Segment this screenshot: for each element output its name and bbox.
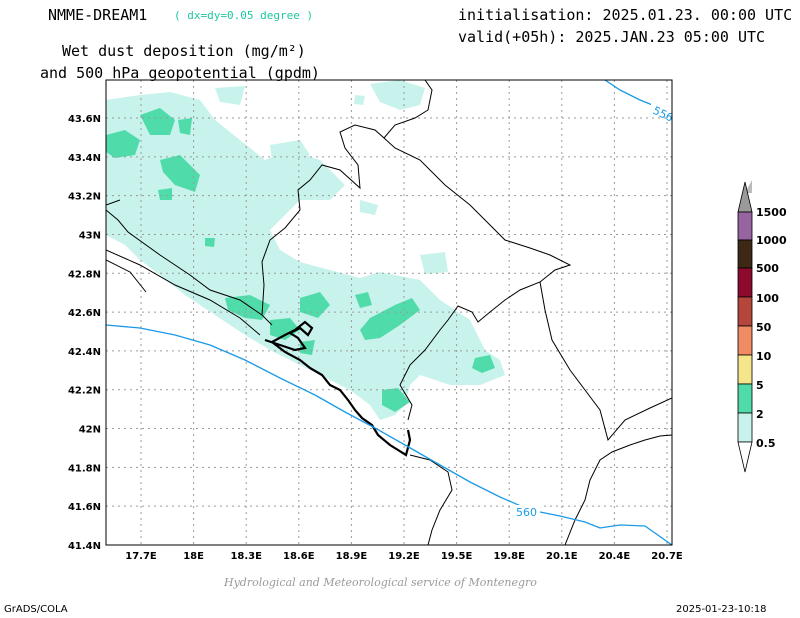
- lat-tick-label: 43.6N: [68, 114, 101, 125]
- software-label: GrADS/COLA: [4, 604, 68, 615]
- colorbar-box-50-100: [737, 296, 753, 327]
- field-title-line1: Wet dust deposition (mg/m²): [62, 42, 306, 60]
- contour-label-560-bg: [514, 505, 540, 519]
- lat-tick-label: 42.8N: [68, 269, 101, 280]
- lon-tick-label: 20.4E: [599, 551, 631, 562]
- colorbar: 1500 1000 500 100 50 10 5 2 0.5: [737, 180, 787, 473]
- legend-label-0.5: 0.5: [756, 437, 776, 450]
- credit-footer: Hydrological and Meteorological service …: [224, 576, 537, 589]
- longitude-labels: 17.7E 18E 18.3E 18.6E 18.9E 19.2E 19.5E 19.8E 20…: [125, 551, 683, 562]
- colorbar-box-5-10: [737, 354, 753, 385]
- map-area: 560 556: [106, 80, 672, 545]
- legend-label-100: 100: [756, 292, 779, 305]
- lon-tick-label: 18E: [183, 551, 204, 562]
- lat-tick-label: 42N: [79, 425, 101, 436]
- lat-tick-label: 43N: [79, 230, 101, 241]
- contour-label-560: 560: [516, 506, 537, 519]
- lat-tick-label: 41.8N: [68, 463, 101, 474]
- lon-tick-label: 19.2E: [388, 551, 420, 562]
- colorbar-box-1000-1500: [737, 211, 753, 241]
- lon-tick-label: 18.6E: [283, 551, 315, 562]
- initialisation-time: initialisation: 2025.01.23. 00:00 UTC: [458, 6, 793, 24]
- legend-label-1500: 1500: [756, 206, 787, 219]
- colorbar-bottom-triangle: [737, 441, 753, 473]
- colorbar-box-100-500: [737, 267, 753, 298]
- lat-tick-label: 43.2N: [68, 192, 101, 203]
- colorbar-box-2-5: [737, 383, 753, 414]
- lat-tick-label: 41.6N: [68, 502, 101, 513]
- lon-tick-label: 18.3E: [230, 551, 262, 562]
- legend-label-2: 2: [756, 408, 764, 421]
- legend-label-5: 5: [756, 379, 764, 392]
- map-frame: [105, 79, 673, 546]
- legend-label-1000: 1000: [756, 234, 787, 247]
- valid-time: valid(+05h): 2025.JAN.23 05:00 UTC: [458, 28, 766, 46]
- lat-tick-label: 42.2N: [68, 386, 101, 397]
- montenegro-coastline: [264, 320, 412, 457]
- lat-tick-label: 43.4N: [68, 153, 101, 164]
- legend-label-50: 50: [756, 321, 772, 334]
- lon-tick-label: 19.5E: [441, 551, 473, 562]
- legend-label-500: 500: [756, 262, 779, 275]
- field-title-line2: and 500 hPa geopotential (gpdm): [40, 64, 320, 82]
- lon-tick-label: 19.8E: [493, 551, 525, 562]
- generated-timestamp: 2025-01-23-10:18: [676, 604, 767, 615]
- lon-tick-label: 20.1E: [546, 551, 578, 562]
- lat-lon-grid: [106, 80, 672, 545]
- colorbar-box-10-50: [737, 325, 753, 356]
- lat-tick-label: 42.6N: [68, 308, 101, 319]
- lon-tick-label: 18.9E: [336, 551, 368, 562]
- contour-label-556-bg: [651, 101, 672, 115]
- colorbar-box-500-1000: [737, 239, 753, 269]
- deposition-light: [106, 80, 505, 420]
- lon-tick-label: 17.7E: [125, 551, 157, 562]
- lat-tick-label: 42.4N: [68, 347, 101, 358]
- lat-tick-label: 41.4N: [68, 541, 101, 552]
- resolution-label: ( dx=dy=0.05 degree ): [174, 9, 314, 22]
- colorbar-box-0.5-2: [737, 412, 753, 443]
- model-title: NMME-DREAM1: [48, 6, 148, 24]
- lon-tick-label: 20.7E: [651, 551, 683, 562]
- contour-560: [106, 324, 672, 545]
- deposition-moderate: [106, 108, 495, 412]
- country-borders: [106, 80, 672, 545]
- latitude-labels: 43.6N 43.4N 43.2N 43N 42.8N 42.6N 42.4N 42.2N 42…: [68, 114, 101, 552]
- legend-label-10: 10: [756, 350, 772, 363]
